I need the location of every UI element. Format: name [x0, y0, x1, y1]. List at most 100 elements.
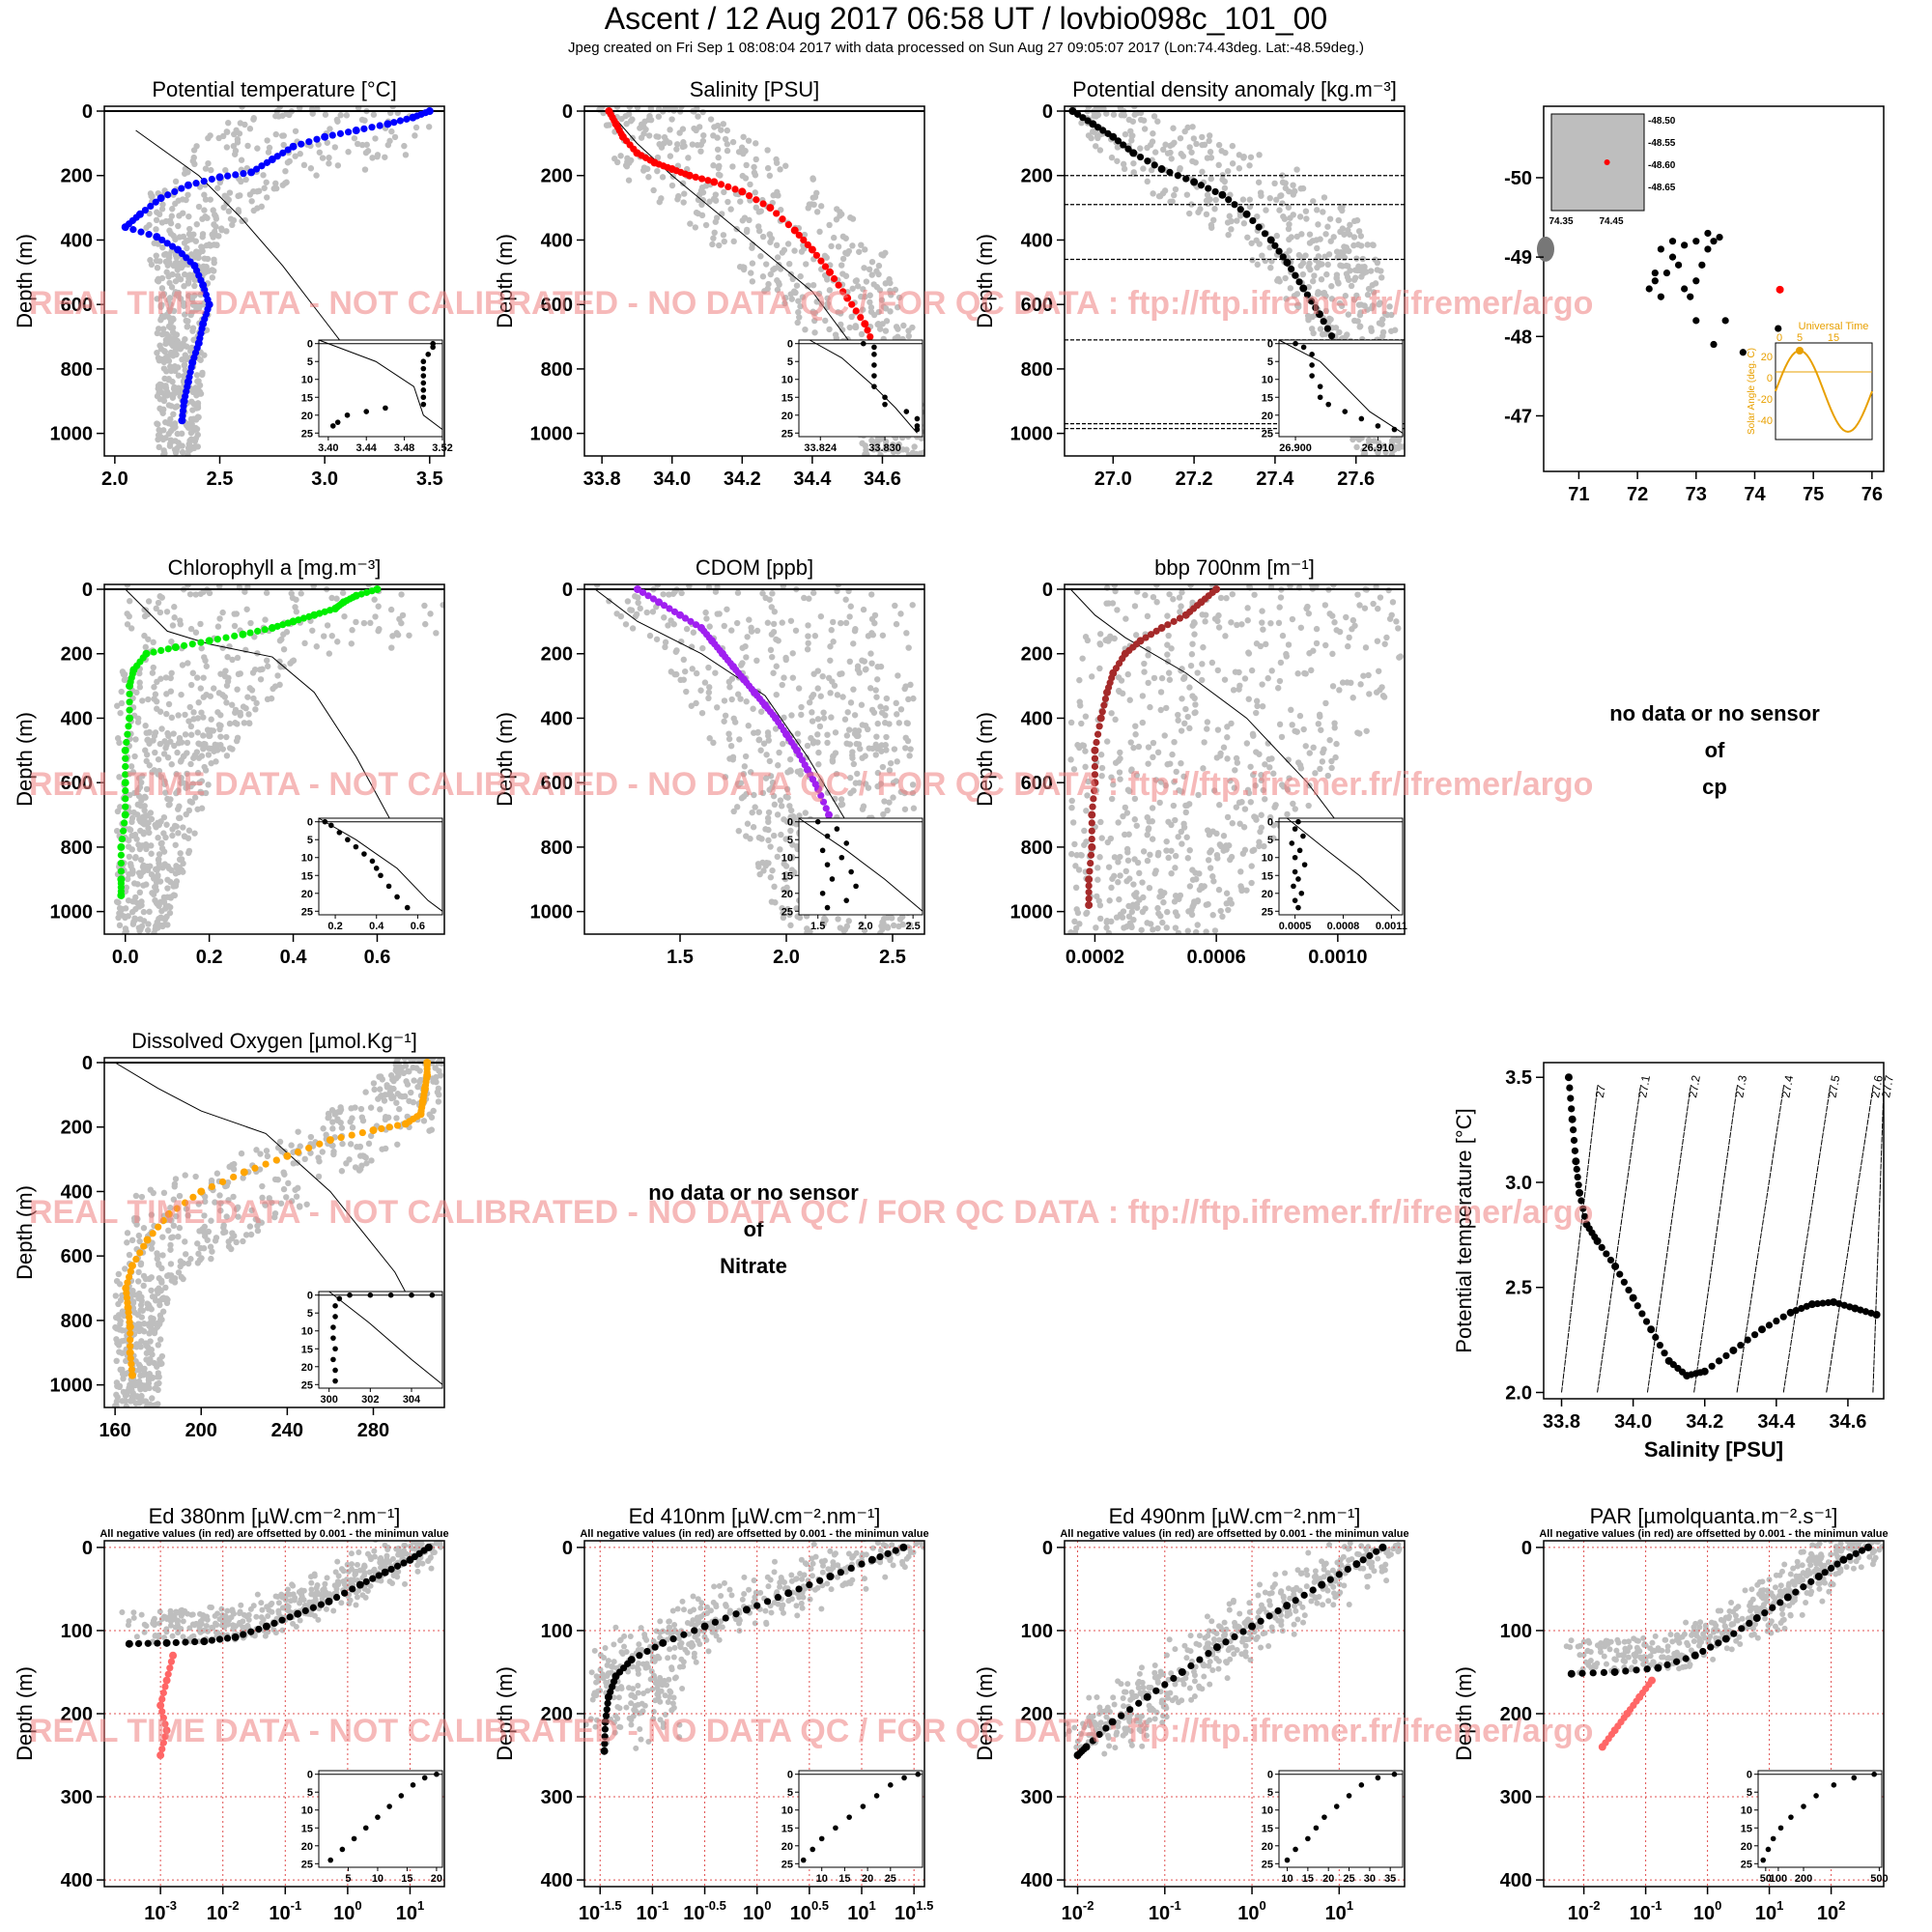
background-point — [180, 260, 187, 267]
y-axis-label: Depth (m) — [493, 712, 517, 807]
background-point — [1332, 325, 1340, 331]
background-point — [1196, 870, 1203, 877]
data-point — [1098, 708, 1106, 716]
background-point — [606, 598, 612, 605]
background-point — [1170, 125, 1177, 131]
background-point — [191, 794, 199, 801]
inset-y-tick-label: 5 — [307, 835, 313, 846]
x-tick-label: 2.0 — [101, 469, 128, 490]
data-point — [119, 827, 128, 835]
background-point — [182, 352, 188, 358]
background-point — [152, 691, 159, 697]
background-point — [1217, 907, 1224, 915]
background-point — [1399, 443, 1405, 450]
background-point — [645, 174, 652, 181]
background-point — [787, 813, 794, 821]
background-point — [168, 669, 175, 676]
x-tick-label: 27.6 — [1337, 469, 1375, 490]
background-point — [742, 753, 750, 760]
background-point — [1110, 781, 1117, 788]
background-point — [890, 794, 896, 801]
background-point — [739, 264, 747, 270]
y-tick-label: 200 — [61, 166, 93, 187]
background-point — [727, 206, 734, 213]
background-point — [205, 159, 212, 167]
background-point — [201, 191, 208, 198]
background-point — [872, 687, 879, 694]
background-point — [1166, 676, 1174, 683]
inset-y-tick-label: 5 — [1267, 835, 1273, 846]
background-point — [771, 609, 779, 615]
background-point — [1153, 584, 1160, 588]
plot-area — [1065, 584, 1405, 934]
background-point — [711, 229, 718, 237]
data-point — [403, 115, 411, 123]
background-point — [1186, 210, 1193, 217]
background-point — [156, 856, 162, 863]
background-point — [190, 754, 197, 761]
background-point — [759, 789, 767, 797]
background-point — [1169, 198, 1176, 205]
data-point — [254, 627, 262, 635]
background-point — [1377, 687, 1383, 694]
background-point — [140, 831, 147, 838]
background-point — [655, 113, 663, 120]
background-point — [1258, 811, 1264, 818]
background-point — [741, 763, 749, 770]
background-point — [911, 443, 918, 450]
background-point — [1303, 605, 1310, 612]
y-tick-label: -49 — [1504, 247, 1532, 269]
background-point — [1259, 252, 1265, 259]
background-point — [172, 236, 179, 243]
background-point — [1249, 847, 1256, 855]
data-point — [122, 803, 129, 810]
background-point — [1168, 869, 1175, 877]
background-point — [872, 741, 879, 749]
background-point — [146, 762, 153, 769]
background-point — [762, 775, 770, 781]
background-point — [341, 612, 348, 620]
track-point — [1716, 233, 1723, 242]
background-point — [276, 658, 283, 666]
background-point — [1258, 824, 1265, 831]
background-point — [433, 630, 440, 637]
background-point — [1171, 738, 1178, 746]
background-point — [1333, 627, 1340, 634]
panel-title: Potential temperature [°C] — [152, 77, 396, 101]
background-point — [1115, 819, 1122, 826]
background-point — [865, 784, 872, 791]
inset-point — [420, 373, 427, 379]
background-point — [388, 128, 395, 135]
background-point — [167, 363, 174, 370]
inset-point — [914, 426, 921, 433]
background-point — [725, 678, 733, 686]
background-point — [770, 620, 778, 628]
background-point — [1326, 736, 1333, 744]
background-point — [187, 625, 195, 633]
background-point — [167, 903, 174, 911]
x-tick-label: 72 — [1627, 484, 1648, 505]
background-point — [1186, 144, 1193, 151]
background-point — [1374, 638, 1381, 644]
background-point — [1126, 875, 1133, 882]
background-point — [158, 219, 166, 226]
background-point — [1324, 223, 1331, 230]
plot-frame — [103, 105, 445, 457]
background-point — [1109, 600, 1117, 607]
inset-point — [834, 826, 840, 832]
background-point — [1377, 594, 1384, 601]
background-point — [167, 1205, 174, 1211]
background-point — [155, 835, 161, 841]
background-point — [1207, 149, 1214, 156]
background-point — [1234, 217, 1240, 224]
background-point — [1200, 643, 1207, 651]
data-point — [1088, 842, 1096, 851]
background-point — [361, 117, 368, 124]
data-point — [864, 327, 871, 334]
background-point — [844, 250, 851, 257]
background-point — [796, 812, 803, 819]
background-point — [1226, 842, 1233, 849]
inset-y-tick-label: 15 — [1262, 392, 1273, 404]
